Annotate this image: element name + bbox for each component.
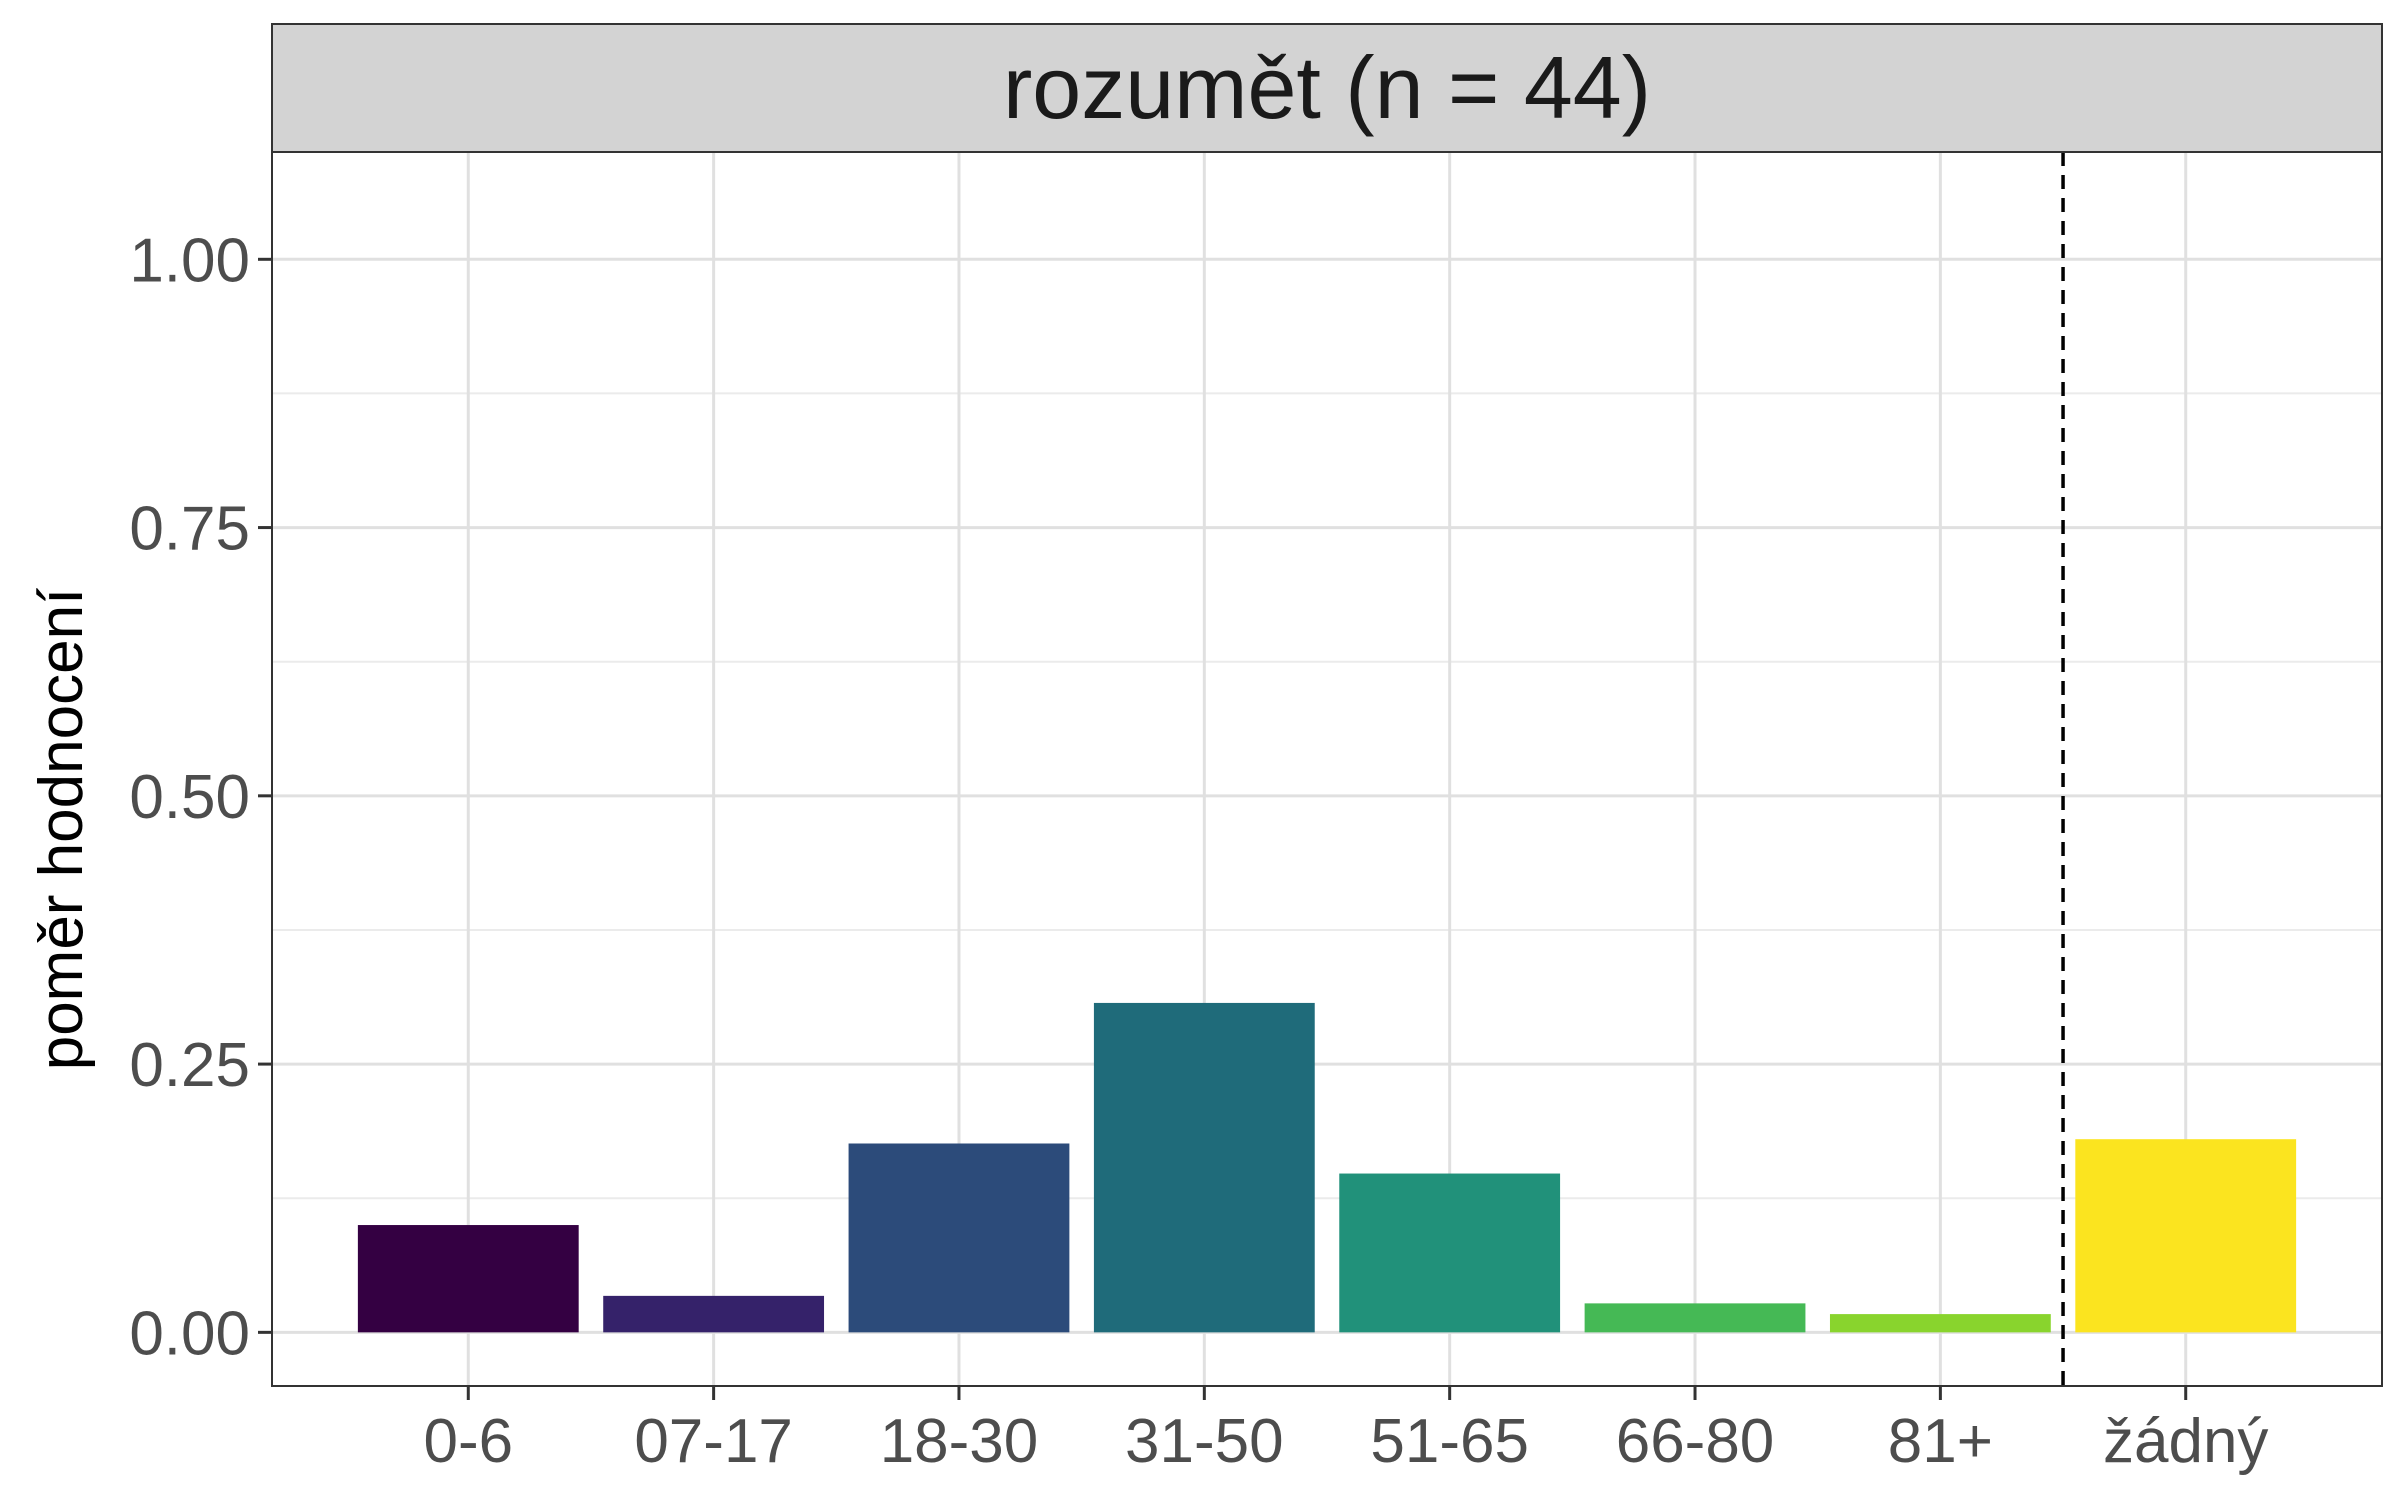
bar-18-30 [848,1143,1070,1333]
x-tick-label: 81+ [1888,1407,1993,1476]
x-tick-label: 66-80 [1616,1407,1775,1476]
bar-31-50 [1093,1002,1315,1333]
facet-strip [271,23,2383,153]
y-tick-label: 0.00 [129,1299,250,1368]
panel-border [271,151,2383,1387]
x-tick-label: 31-50 [1125,1407,1284,1476]
bar-66-80 [1584,1303,1806,1333]
x-tick-label: 0-6 [423,1407,513,1476]
x-axis: 0-6 07-17 18-30 31-50 51-65 66-80 81+ žádný [423,1386,2268,1476]
y-axis: 0.00 0.25 0.50 0.75 1.00 [129,226,272,1368]
facet-strip-label: rozumět (n = 44) [1003,38,1651,137]
bar-51-65 [1339,1173,1561,1333]
y-axis-title: poměr hodnocení [27,588,96,1071]
y-tick-label: 0.25 [129,1031,250,1100]
x-tick-label: 51-65 [1370,1407,1529,1476]
grid-lines [272,152,2382,1386]
bar-07-17 [603,1295,825,1333]
x-tick-label: 07-17 [634,1407,793,1476]
bars [357,1002,2297,1333]
bar-0-6 [357,1225,579,1333]
y-tick-label: 0.50 [129,763,250,832]
x-tick-label: žádný [2103,1407,2268,1476]
bar-81+ [1829,1314,2051,1333]
x-tick-label: 18-30 [880,1407,1039,1476]
y-tick-label: 1.00 [129,226,250,295]
bar-žádný [2075,1139,2297,1333]
y-tick-label: 0.75 [129,495,250,564]
